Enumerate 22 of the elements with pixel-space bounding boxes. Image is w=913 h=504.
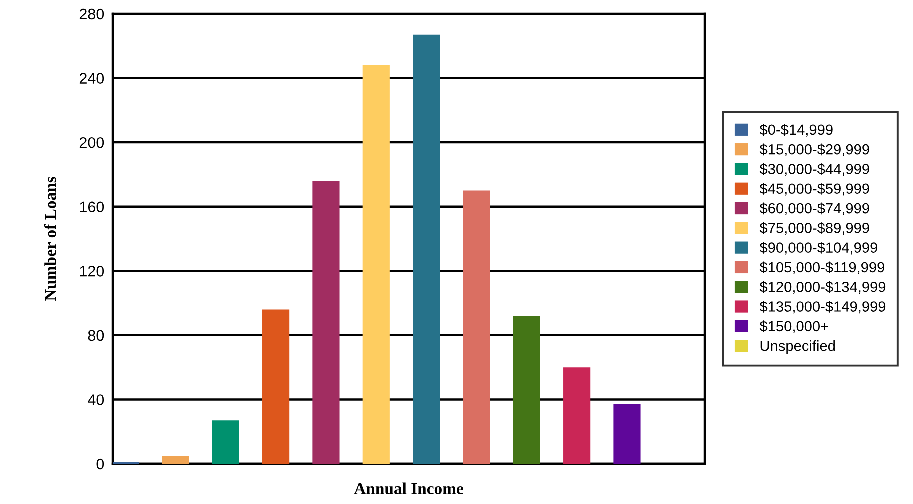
legend-label: $60,000-$74,999 xyxy=(760,202,870,216)
legend-label: $15,000-$29,999 xyxy=(760,144,870,156)
y-tick-label: 280 xyxy=(80,8,104,20)
y-axis-title: Number of Loans xyxy=(44,177,56,302)
y-tick-label: 0 xyxy=(96,458,104,470)
y-tick-label: 200 xyxy=(80,137,104,148)
y-tick-label: 120 xyxy=(80,266,104,277)
legend-label: $45,000-$59,999 xyxy=(760,183,870,196)
legend-label: $30,000-$44,999 xyxy=(760,163,870,176)
legend-label: $120,000-$134,999 xyxy=(760,281,886,294)
y-tick-label: 160 xyxy=(80,202,104,213)
legend-label: $150,000+ xyxy=(760,320,828,334)
legend-label: $90,000-$104,999 xyxy=(760,242,878,255)
legend-label: $135,000-$149,999 xyxy=(760,301,886,314)
x-axis-title: Annual Income xyxy=(354,482,464,495)
legend-label: Unspecified xyxy=(760,340,836,354)
y-tick-label: 40 xyxy=(88,394,104,406)
y-tick-label: 240 xyxy=(80,73,104,84)
legend-label: $105,000-$119,999 xyxy=(760,262,884,274)
legend-label: $75,000-$89,999 xyxy=(760,222,870,236)
y-tick-label: 80 xyxy=(88,330,104,342)
legend-label: $0-$14,999 xyxy=(760,124,833,137)
